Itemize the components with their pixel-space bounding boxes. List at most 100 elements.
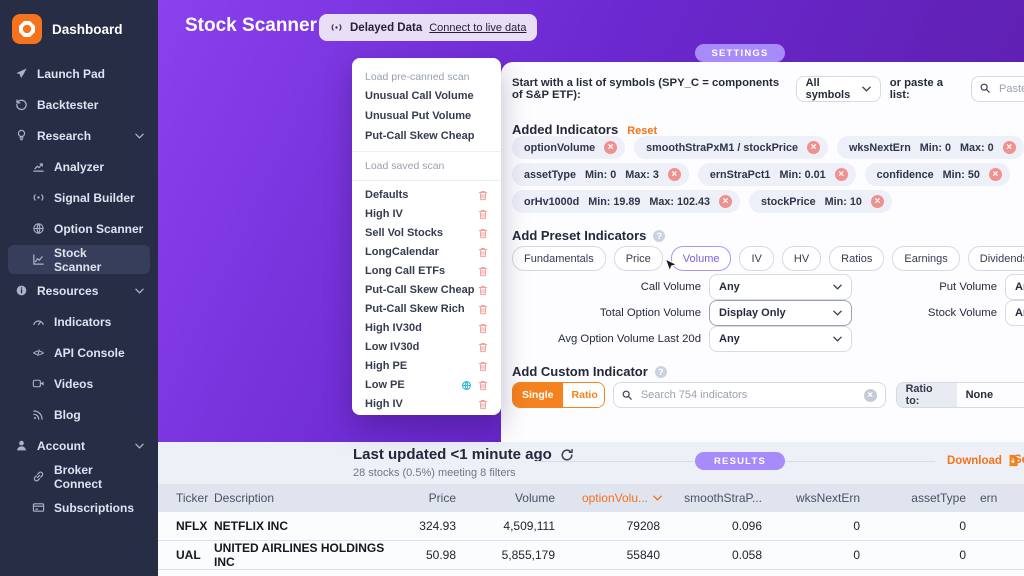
menu-item-saved[interactable]: Put-Call Skew Rich <box>352 300 501 319</box>
clipped-link[interactable]: Se <box>1014 454 1024 466</box>
trash-icon[interactable] <box>478 209 488 220</box>
column-header-description[interactable]: Description <box>214 491 275 505</box>
sidebar-item-signal-builder[interactable]: Signal Builder <box>0 182 158 213</box>
sidebar-item-backtester[interactable]: Backtester <box>0 89 158 120</box>
clear-search-icon[interactable]: × <box>863 388 877 402</box>
indicator-chip: smoothStraPxM1 / stockPrice × <box>634 136 828 159</box>
download-link[interactable]: Download <box>947 454 1019 467</box>
put-volume-select[interactable]: Any <box>1005 274 1024 300</box>
trash-icon[interactable] <box>478 361 488 372</box>
sidebar-item-indicators[interactable]: Indicators <box>0 306 158 337</box>
sidebar-item-launch-pad[interactable]: Launch Pad <box>0 58 158 89</box>
preset-pill-fundamentals[interactable]: Fundamentals <box>512 246 606 271</box>
column-header-ern[interactable]: ern <box>980 491 998 505</box>
remove-chip-icon[interactable]: × <box>834 168 848 181</box>
column-header-optionvolume-sorted[interactable]: optionVolu... <box>557 491 662 505</box>
preset-pill-price[interactable]: Price <box>613 246 663 271</box>
preset-pill-dividends[interactable]: Dividends <box>967 246 1024 271</box>
avg-option-volume-select[interactable]: Any <box>709 326 852 352</box>
remove-chip-icon[interactable]: × <box>719 195 733 208</box>
trash-icon[interactable] <box>478 304 488 315</box>
remove-chip-icon[interactable]: × <box>870 195 884 208</box>
trash-icon[interactable] <box>478 247 488 258</box>
menu-item-saved[interactable]: Low PE <box>352 376 501 395</box>
menu-item-saved[interactable]: Long Call ETFs <box>352 262 501 281</box>
menu-item-saved[interactable]: Defaults <box>352 186 501 205</box>
sidebar-item-research[interactable]: Research <box>0 120 158 151</box>
preset-pill-iv[interactable]: IV <box>739 246 774 271</box>
menu-item-saved[interactable]: High PE <box>352 357 501 376</box>
sidebar-item-blog[interactable]: Blog <box>0 399 158 430</box>
menu-item-precanned[interactable]: Unusual Put Volume <box>365 110 472 122</box>
menu-item-saved[interactable]: Sell Vol Stocks <box>352 224 501 243</box>
preset-pill-hv[interactable]: HV <box>781 246 822 271</box>
sidebar-item-subscriptions[interactable]: Subscriptions <box>0 492 158 523</box>
total-option-volume-select[interactable]: Display Only <box>709 300 852 326</box>
table-row[interactable]: NFLX NETFLIX INC 324.93 4,509,111 79208 … <box>158 512 1024 541</box>
sidebar-nav: Launch Pad Backtester Research Analyzer … <box>0 58 158 523</box>
help-icon[interactable]: ? <box>653 229 666 242</box>
table-row[interactable]: UAL UNITED AIRLINES HOLDINGS INC 50.98 5… <box>158 541 1024 570</box>
connect-live-data-link[interactable]: Connect to live data <box>429 21 527 34</box>
column-header-smoothstrap[interactable]: smoothStraP... <box>684 491 762 505</box>
trash-icon[interactable] <box>478 323 488 334</box>
menu-item-precanned[interactable]: Put-Call Skew Cheap <box>365 130 475 142</box>
trash-icon[interactable] <box>478 342 488 353</box>
menu-item-saved[interactable]: Low IV30d <box>352 338 501 357</box>
preset-pill-volume[interactable]: Volume <box>670 246 732 271</box>
column-header-assettype[interactable]: assetType <box>911 491 966 505</box>
trash-icon[interactable] <box>478 399 488 410</box>
ratio-toggle-button[interactable]: Ratio <box>562 383 604 407</box>
menu-item-saved[interactable]: Put-Call Skew Cheap <box>352 281 501 300</box>
remove-chip-icon[interactable]: × <box>988 168 1002 181</box>
sidebar-item-videos[interactable]: Videos <box>0 368 158 399</box>
menu-item-precanned[interactable]: Unusual Call Volume <box>365 90 474 102</box>
menu-item-saved[interactable]: High IV30d <box>352 319 501 338</box>
remove-chip-icon[interactable]: × <box>667 168 681 181</box>
sidebar-item-resources[interactable]: Resources <box>0 275 158 306</box>
column-header-ticker[interactable]: Ticker <box>176 491 209 505</box>
chevron-down-icon <box>833 310 842 316</box>
column-header-volume[interactable]: Volume <box>514 491 555 505</box>
column-header-price[interactable]: Price <box>428 491 456 505</box>
app-logo[interactable]: Dashboard <box>0 0 158 56</box>
ratio-to-select[interactable]: None <box>965 389 994 401</box>
menu-item-saved[interactable]: LongCalendar <box>352 243 501 262</box>
single-toggle-button[interactable]: Single <box>513 383 563 407</box>
help-icon[interactable]: ? <box>654 365 667 378</box>
remove-chip-icon[interactable]: × <box>604 141 618 154</box>
chevron-down-icon <box>135 133 144 139</box>
paste-list-input[interactable] <box>997 81 1024 96</box>
added-indicators-title: Added Indicators <box>512 122 619 137</box>
trash-icon[interactable] <box>478 266 488 277</box>
sidebar-item-stock-scanner[interactable]: Stock Scanner <box>8 245 150 274</box>
sidebar-item-api-console[interactable]: </> API Console <box>32 345 125 360</box>
remove-chip-icon[interactable]: × <box>806 141 820 154</box>
add-custom-indicator-title: Add Custom Indicator <box>512 364 648 379</box>
preset-pill-ratios[interactable]: Ratios <box>829 246 885 271</box>
sort-chevron-down-icon <box>653 495 662 501</box>
refresh-icon[interactable] <box>560 448 574 462</box>
trash-icon[interactable] <box>478 285 488 296</box>
column-header-wksnextern[interactable]: wksNextErn <box>795 491 860 505</box>
sidebar-item-analyzer[interactable]: Analyzer <box>0 151 158 182</box>
call-volume-select[interactable]: Any <box>709 274 852 300</box>
sidebar-item-account[interactable]: Account <box>0 430 158 461</box>
indicator-search-box: × <box>612 382 886 408</box>
remove-chip-icon[interactable]: × <box>1002 141 1016 154</box>
sidebar-item-option-scanner[interactable]: Option Scanner <box>0 213 158 244</box>
menu-item-saved-partial[interactable] <box>352 414 501 415</box>
preset-pill-earnings[interactable]: Earnings <box>892 246 960 271</box>
chevron-down-icon <box>833 284 842 290</box>
trash-icon[interactable] <box>478 228 488 239</box>
menu-item-saved[interactable]: High IV <box>352 395 501 414</box>
trash-icon[interactable] <box>478 380 488 391</box>
reset-link[interactable]: Reset <box>627 125 658 137</box>
symbols-select[interactable]: All symbols <box>795 75 881 102</box>
sidebar-item-broker-connect[interactable]: Broker Connect <box>0 461 158 492</box>
menu-item-saved[interactable]: High IV <box>352 205 501 224</box>
delayed-data-badge: Delayed Data Connect to live data <box>319 14 538 41</box>
trash-icon[interactable] <box>478 190 488 201</box>
indicator-search-input[interactable] <box>638 388 858 402</box>
stock-volume-select[interactable]: Any <box>1005 300 1024 326</box>
